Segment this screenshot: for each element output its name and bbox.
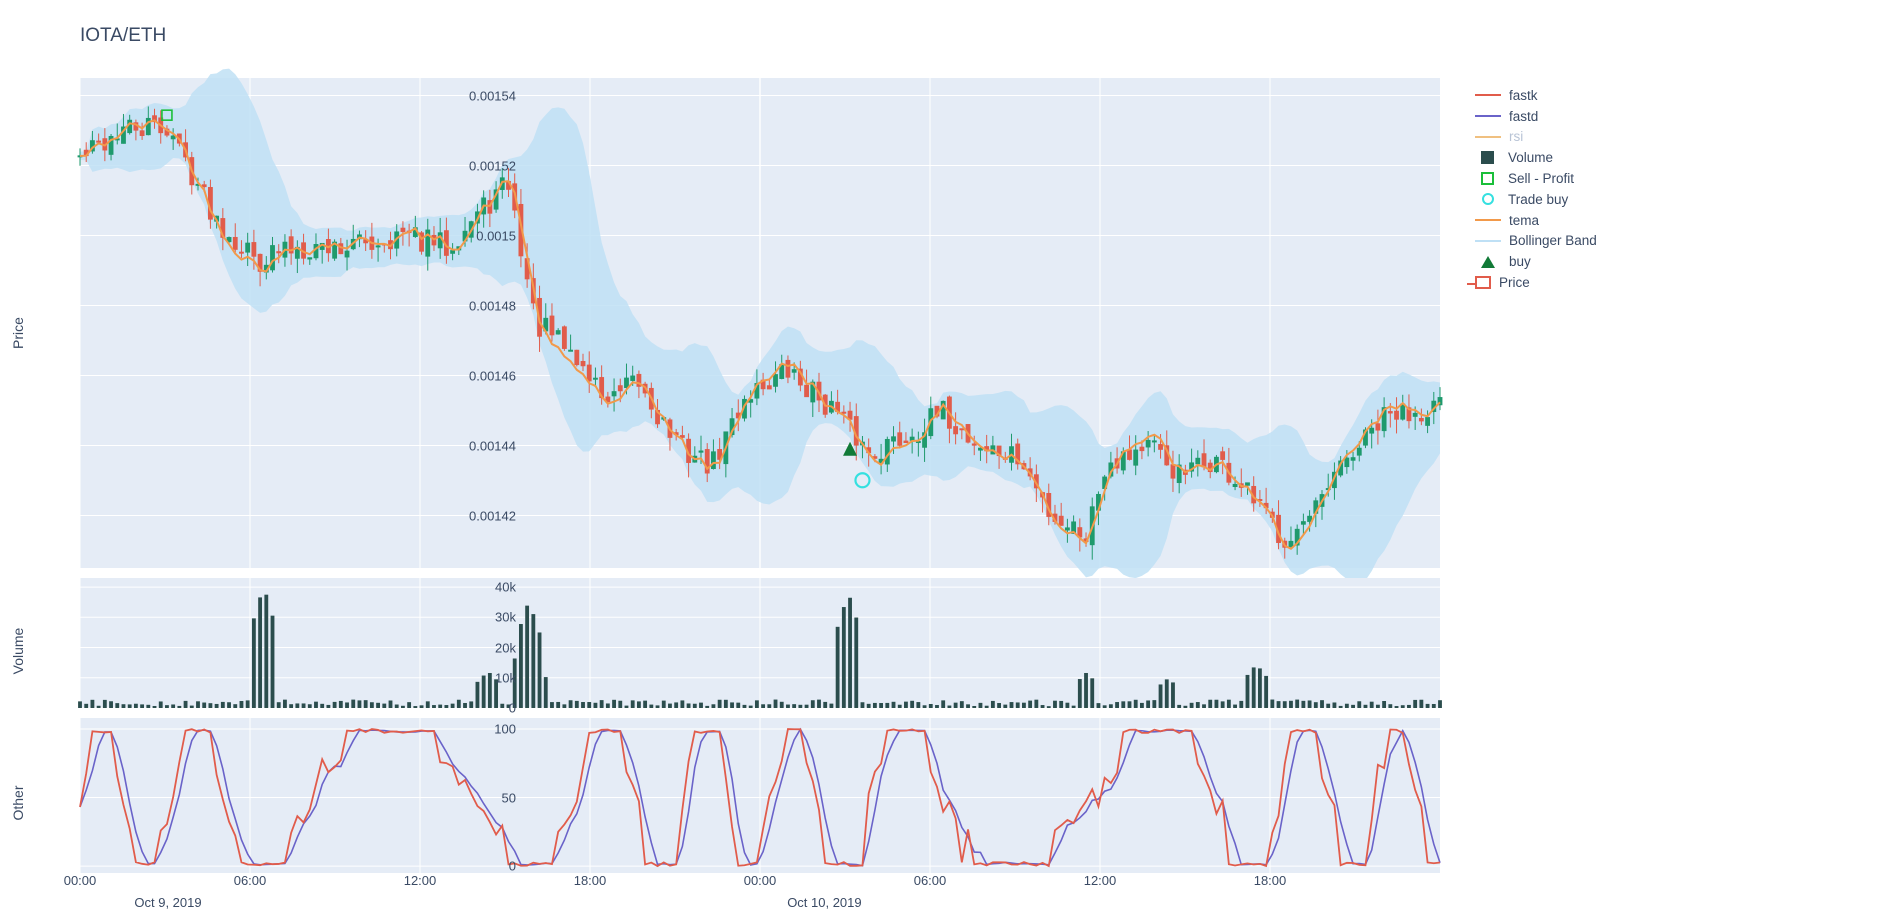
legend-swatch-line (1475, 219, 1501, 221)
volume-ytick-label: 20k (446, 640, 516, 655)
x-axis-tick-label: 18:00 (1254, 873, 1287, 888)
legend-label: Sell - Profit (1508, 171, 1574, 186)
price-panel (80, 78, 1440, 568)
legend-label: buy (1509, 254, 1531, 269)
chart-legend: fastk fastd rsi Volume Sell - Profit Trade bu… (1475, 85, 1625, 293)
chart-title: IOTA/ETH (80, 25, 166, 47)
legend-swatch-box (1481, 172, 1494, 185)
price-chart-svg (80, 78, 1440, 568)
x-axis-tick-label: 06:00 (234, 873, 267, 888)
x-axis-tick-label: 06:00 (914, 873, 947, 888)
legend-swatch-box (1481, 151, 1494, 164)
legend-swatch-line (1475, 136, 1501, 138)
chart-application: IOTA/ETH 0.00154 0.00152 0.0015 0.00148 0.00… (0, 0, 1888, 909)
x-axis-tick-label: 00:00 (64, 873, 97, 888)
legend-item-trade-buy[interactable]: Trade buy (1475, 189, 1625, 210)
other-panel (80, 718, 1440, 873)
volume-ytick-label: 30k (446, 610, 516, 625)
legend-label: Trade buy (1508, 192, 1568, 207)
legend-swatch-line (1475, 240, 1501, 242)
legend-item-fastk[interactable]: fastk (1475, 85, 1625, 106)
price-ytick-label: 0.0015 (446, 228, 516, 243)
legend-label: Volume (1508, 150, 1553, 165)
legend-item-bollinger-band[interactable]: Bollinger Band (1475, 231, 1625, 252)
legend-swatch-line (1475, 94, 1501, 96)
legend-swatch-line (1475, 115, 1501, 117)
volume-panel (80, 578, 1440, 708)
price-ytick-label: 0.00142 (446, 508, 516, 523)
x-axis-date-label: Oct 10, 2019 (787, 895, 861, 910)
price-ytick-label: 0.00146 (446, 368, 516, 383)
x-axis-tick-label: 00:00 (744, 873, 777, 888)
legend-label: tema (1509, 213, 1539, 228)
legend-label: Bollinger Band (1509, 233, 1597, 248)
price-ytick-label: 0.00154 (446, 88, 516, 103)
legend-label: Price (1499, 275, 1530, 290)
x-axis-tick-label: 12:00 (1084, 873, 1117, 888)
legend-item-sell-profit[interactable]: Sell - Profit (1475, 168, 1625, 189)
other-ytick-label: 50 (446, 790, 516, 805)
legend-item-fastd[interactable]: fastd (1475, 106, 1625, 127)
other-axis-title: Other (10, 785, 26, 820)
legend-swatch-triangle (1481, 256, 1495, 268)
legend-item-tema[interactable]: tema (1475, 210, 1625, 231)
price-axis-title: Price (10, 317, 26, 349)
x-axis-tick-label: 12:00 (404, 873, 437, 888)
volume-axis-title: Volume (10, 628, 26, 675)
legend-label: fastk (1509, 88, 1538, 103)
volume-ytick-label: 10k (446, 670, 516, 685)
legend-label: fastd (1509, 109, 1538, 124)
x-axis-tick-label: 18:00 (574, 873, 607, 888)
price-ytick-label: 0.00148 (446, 298, 516, 313)
legend-label: rsi (1509, 129, 1523, 144)
legend-item-volume[interactable]: Volume (1475, 147, 1625, 168)
legend-item-buy[interactable]: buy (1475, 251, 1625, 272)
legend-swatch-circle (1482, 193, 1494, 205)
other-ytick-label: 0 (446, 859, 516, 874)
legend-swatch-candle (1475, 276, 1491, 289)
volume-ytick-label: 40k (446, 580, 516, 595)
volume-ytick-label: 0 (446, 701, 516, 716)
other-ytick-label: 100 (446, 721, 516, 736)
price-ytick-label: 0.00152 (446, 158, 516, 173)
x-axis-date-label: Oct 9, 2019 (134, 895, 201, 910)
price-ytick-label: 0.00144 (446, 438, 516, 453)
legend-item-rsi[interactable]: rsi (1475, 127, 1625, 148)
other-chart-svg (80, 718, 1440, 873)
legend-item-price[interactable]: Price (1475, 272, 1625, 293)
volume-chart-svg (80, 578, 1440, 708)
